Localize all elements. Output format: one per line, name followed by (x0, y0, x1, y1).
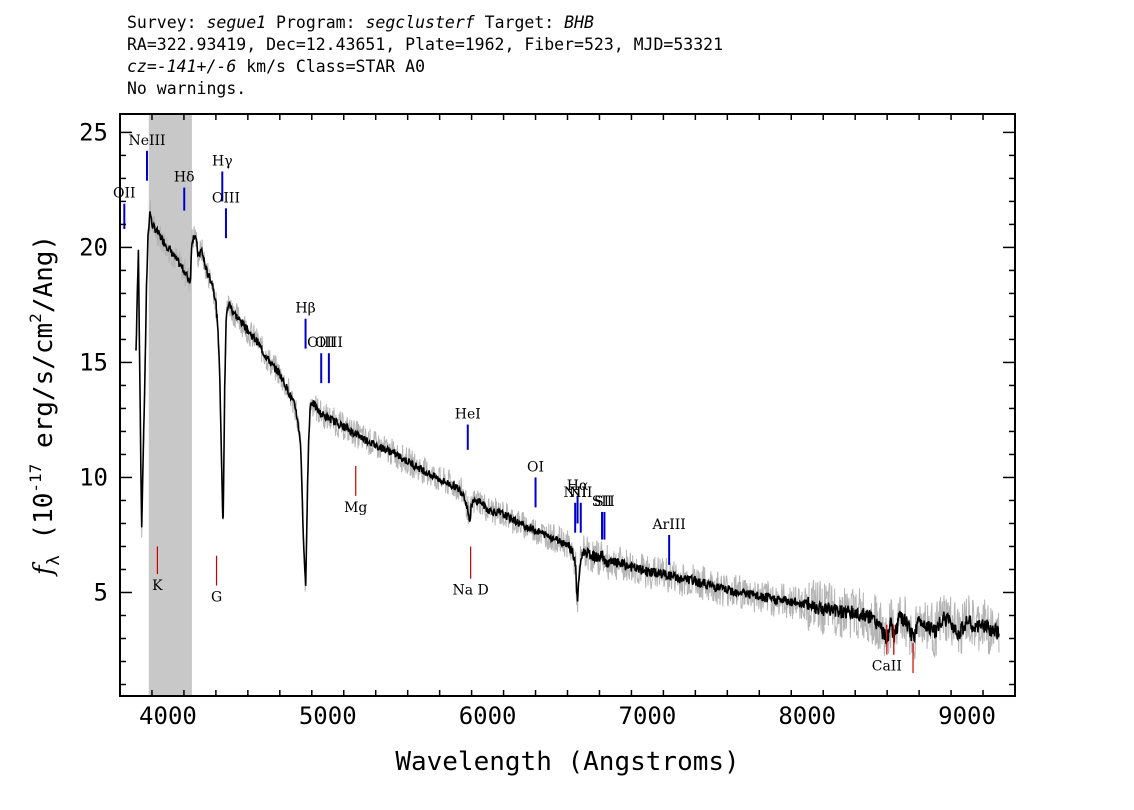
absorption-line-label: K (152, 578, 163, 594)
program-value: segclusterf (365, 13, 475, 32)
x-axis-title: Wavelength (Angstroms) (395, 747, 739, 777)
header-line-2: RA=322.93419, Dec=12.43651, Plate=1962, … (127, 35, 724, 54)
survey-label: Survey: (127, 13, 197, 32)
emission-line-label: OIII (315, 335, 343, 351)
emission-line-label: Hδ (174, 170, 195, 186)
survey-value: segue1 (206, 13, 267, 32)
spectrum-noise-line (135, 200, 1000, 660)
emission-line-label: OII (113, 186, 136, 202)
y-axis-title-exp: -17 (26, 464, 45, 493)
y-tick-label: 10 (79, 463, 108, 491)
emission-line-label: ArIII (651, 517, 685, 533)
header-line-1: Survey: segue1 Program: segclusterf Targ… (127, 12, 723, 34)
program-label: Program: (276, 13, 356, 32)
absorption-line-label: Mg (344, 500, 367, 516)
y-axis-title: fλ (10-17 erg/s/cm2/Ang) (26, 235, 64, 577)
plot-area (123, 114, 1000, 696)
x-tick-label: 7000 (619, 702, 677, 730)
cz-units: km/s Class=STAR A0 (246, 57, 426, 76)
emission-line-label: NII (564, 485, 587, 501)
cz-label: cz= (127, 57, 157, 76)
x-tick-label: 5000 (299, 702, 357, 730)
y-axis-title-sub: λ (44, 555, 64, 565)
spectral-line-labels: OIINeIIIHδHγOIIIHβOIIIOIIIHeIOINIIHαNIIS… (113, 133, 902, 675)
y-tick-label: 25 (79, 118, 108, 146)
emission-line-label: HeI (455, 407, 481, 423)
y-tick-label: 15 (79, 348, 108, 376)
target-label: Target: (484, 13, 555, 32)
x-tick-label: 9000 (938, 702, 996, 730)
x-tick-label: 4000 (139, 702, 197, 730)
masked-region-band (148, 114, 192, 696)
absorption-line-label: G (211, 590, 222, 606)
x-tick-label: 6000 (459, 702, 517, 730)
cz-value: -141+/-6 (156, 57, 237, 76)
axis-ticks: 4000 5000 6000 7000 8000 9000 5 10 15 20 25 (79, 114, 1016, 730)
y-axis-title-units: erg/s/cm (29, 323, 59, 464)
y-axis-title-open: (10 (29, 493, 59, 556)
header-warnings: No warnings. (127, 79, 247, 98)
y-tick-label: 20 (79, 233, 108, 261)
emission-line-label: Hγ (212, 154, 233, 170)
y-axis-title-sq: 2 (26, 313, 45, 323)
spectrum-header: Survey: segue1 Program: segclusterf Targ… (127, 12, 723, 100)
emission-line-label: Hα (567, 478, 589, 494)
x-tick-label: 8000 (778, 702, 836, 730)
spectrum-flux-line (135, 211, 1000, 645)
emission-line-label: NeIII (128, 133, 165, 149)
emission-line-label: OIII (212, 190, 240, 206)
emission-line-label: Hβ (295, 301, 315, 317)
absorption-line-label: Na D (453, 583, 489, 599)
emission-line-label: OIII (307, 335, 335, 351)
y-axis-title-end: /Ang) (29, 235, 59, 313)
absorption-line-label: CaII (872, 659, 902, 675)
emission-line-label: NII (569, 485, 592, 501)
header-line-3: cz=-141+/-6 km/s Class=STAR A0 (127, 56, 723, 78)
y-tick-label: 5 (94, 578, 108, 606)
emission-line-label: SII (592, 494, 613, 510)
emission-line-label: SII (594, 494, 615, 510)
emission-line-label: OI (527, 459, 544, 475)
target-value: BHB (564, 13, 594, 32)
